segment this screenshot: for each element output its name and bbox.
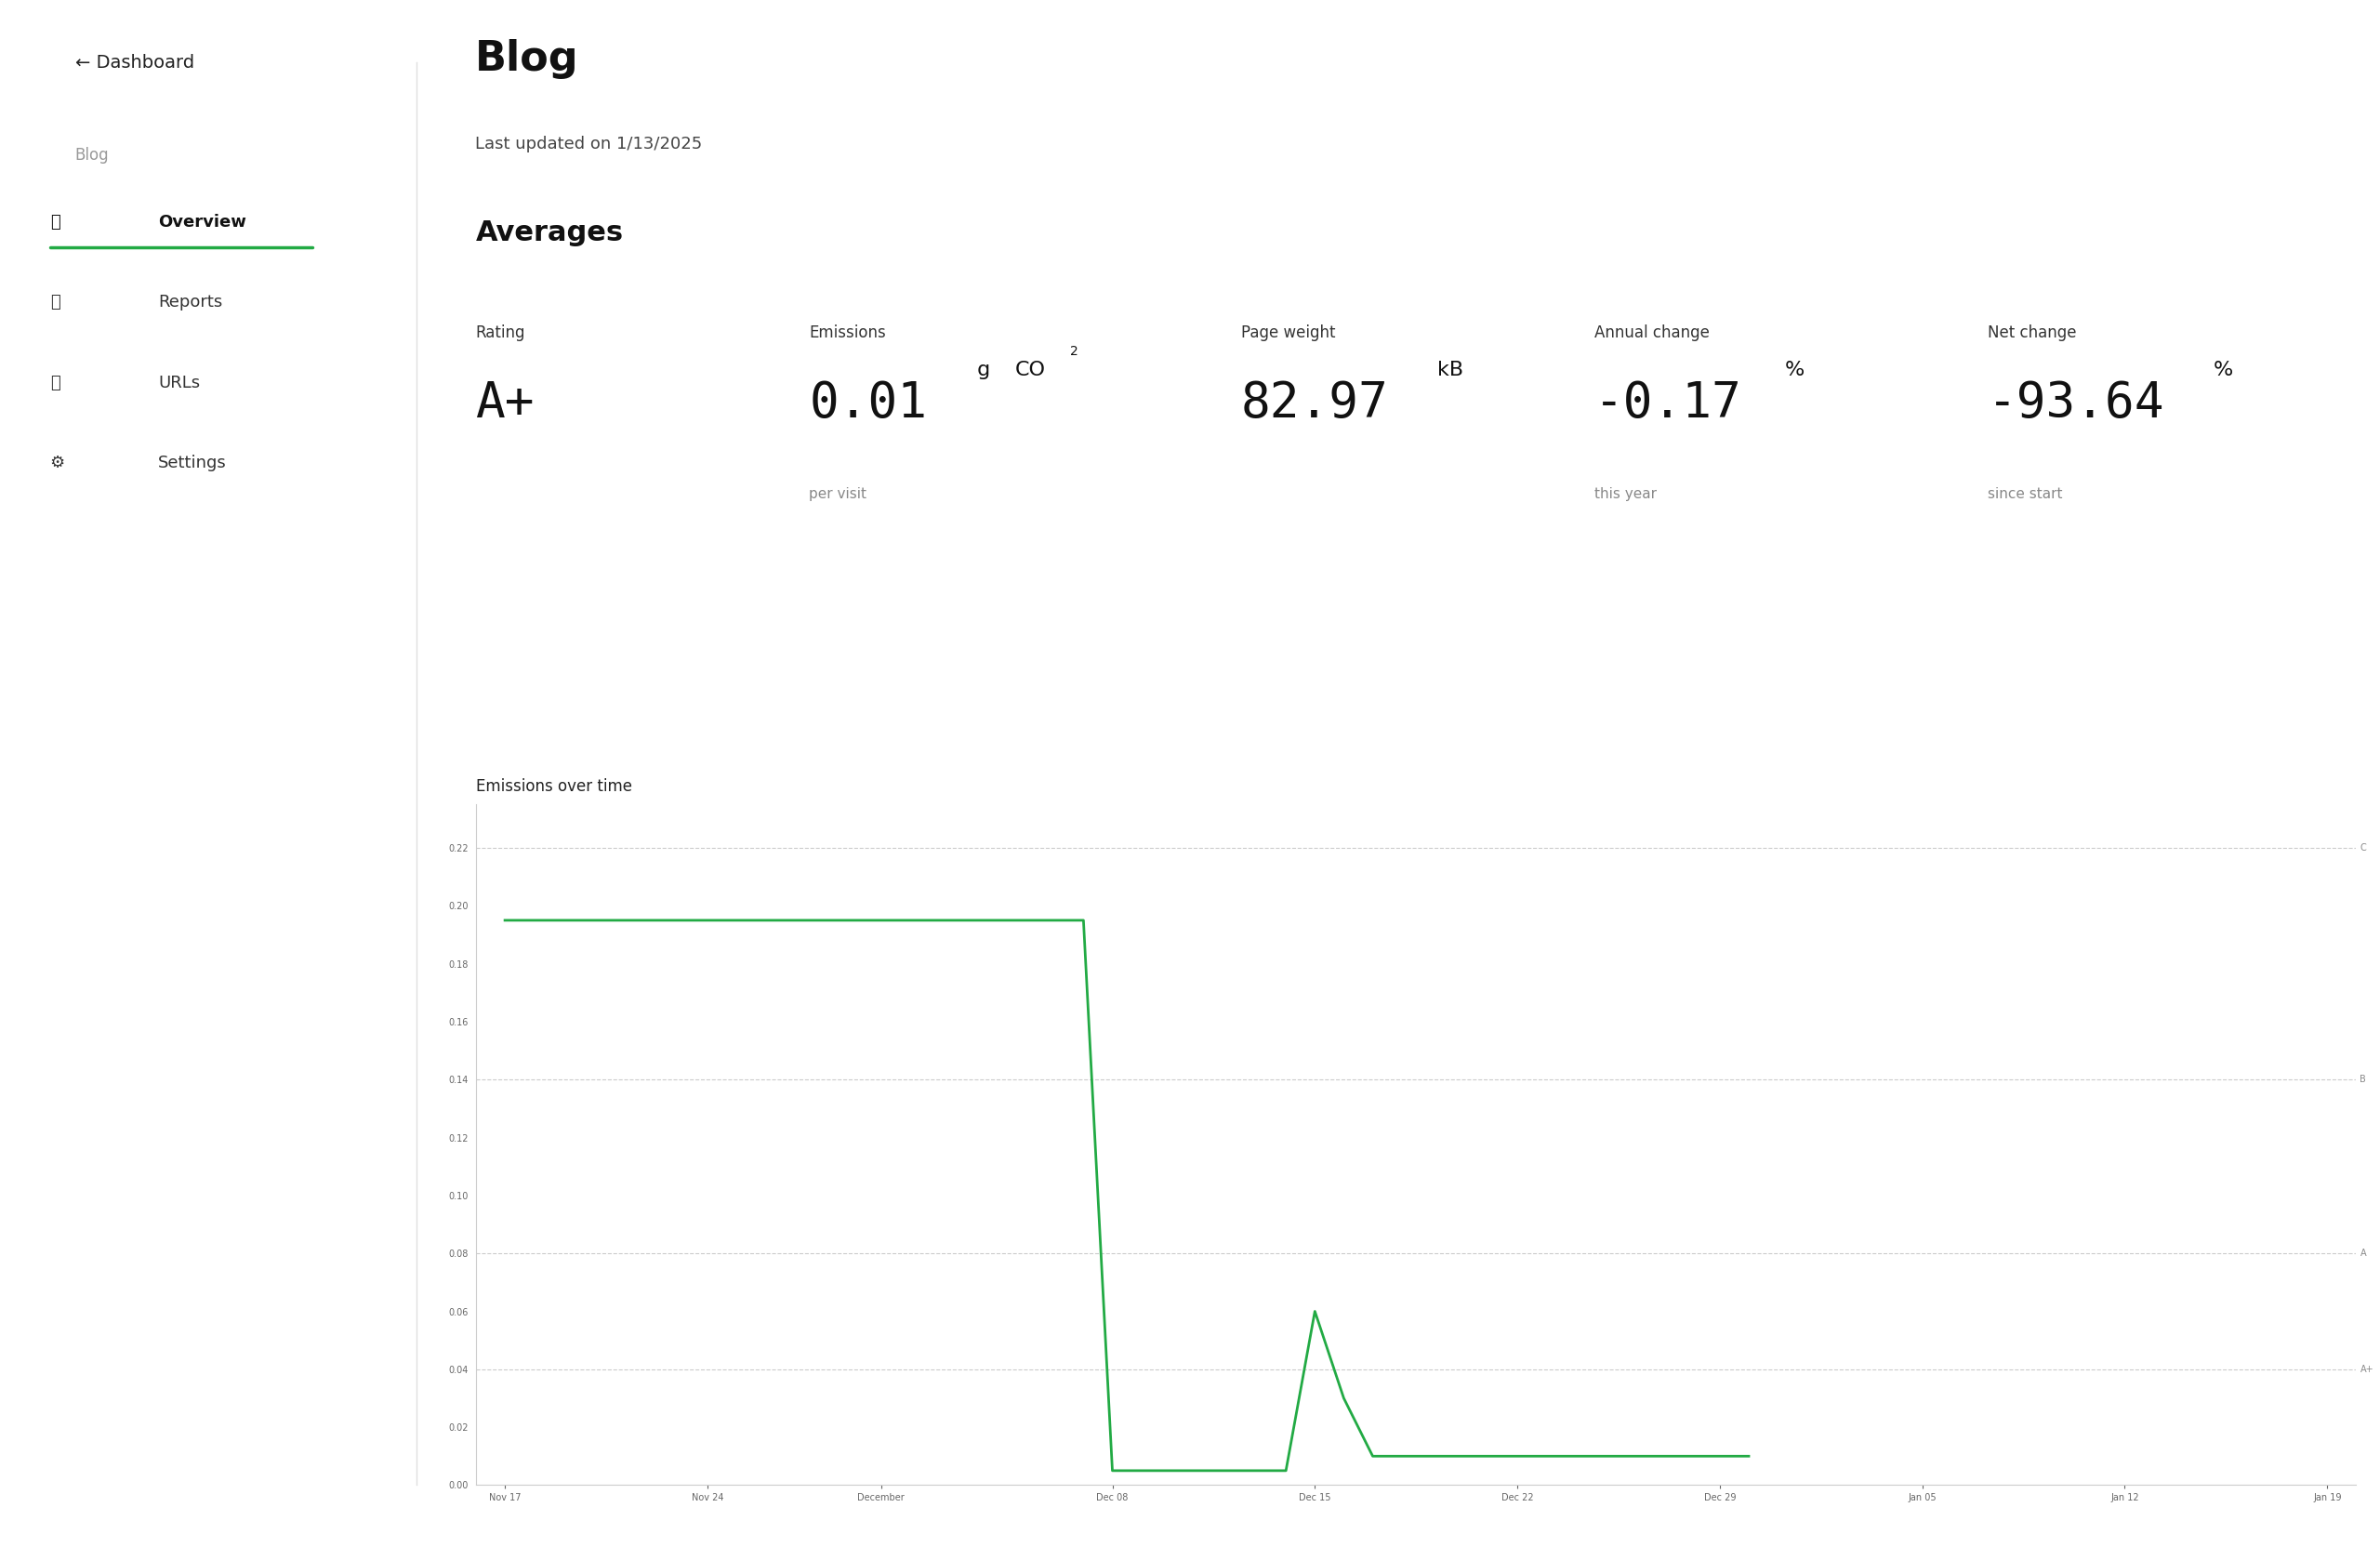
Text: URLs: URLs bbox=[157, 374, 200, 391]
Text: ← Dashboard: ← Dashboard bbox=[76, 54, 195, 71]
Text: 82.97: 82.97 bbox=[1242, 379, 1390, 427]
Text: A+: A+ bbox=[2361, 1364, 2373, 1374]
Text: 🌐: 🌐 bbox=[50, 213, 60, 231]
Text: ⚙: ⚙ bbox=[50, 455, 64, 472]
Text: A: A bbox=[2361, 1248, 2366, 1258]
Text: CO: CO bbox=[1016, 360, 1047, 379]
Text: C: C bbox=[2361, 843, 2366, 852]
Text: 0.01: 0.01 bbox=[809, 379, 928, 427]
Text: Net change: Net change bbox=[1987, 325, 2075, 342]
Text: Blog: Blog bbox=[476, 39, 578, 79]
Text: Emissions: Emissions bbox=[809, 325, 885, 342]
Text: Page weight: Page weight bbox=[1242, 325, 1335, 342]
Text: 🔗: 🔗 bbox=[50, 374, 60, 391]
Text: Emissions over time: Emissions over time bbox=[476, 778, 633, 795]
Text: B: B bbox=[2361, 1075, 2366, 1084]
Text: Averages: Averages bbox=[476, 220, 624, 246]
Text: %: % bbox=[2213, 360, 2232, 379]
Text: Reports: Reports bbox=[157, 294, 224, 311]
Text: Settings: Settings bbox=[157, 455, 226, 472]
Text: 📄: 📄 bbox=[50, 294, 60, 311]
Text: this year: this year bbox=[1595, 487, 1656, 501]
Text: 2: 2 bbox=[1071, 345, 1078, 357]
Text: Annual change: Annual change bbox=[1595, 325, 1709, 342]
Text: Blog: Blog bbox=[76, 147, 109, 164]
Text: g: g bbox=[971, 360, 990, 379]
Text: A+: A+ bbox=[476, 379, 536, 427]
Text: Rating: Rating bbox=[476, 325, 526, 342]
Text: %: % bbox=[1785, 360, 1804, 379]
Text: Overview: Overview bbox=[157, 213, 248, 231]
Text: Last updated on 1/13/2025: Last updated on 1/13/2025 bbox=[476, 136, 702, 153]
Text: -0.17: -0.17 bbox=[1595, 379, 1742, 427]
Text: -93.64: -93.64 bbox=[1987, 379, 2163, 427]
Text: since start: since start bbox=[1987, 487, 2061, 501]
Text: per visit: per visit bbox=[809, 487, 866, 501]
Text: kB: kB bbox=[1438, 360, 1464, 379]
